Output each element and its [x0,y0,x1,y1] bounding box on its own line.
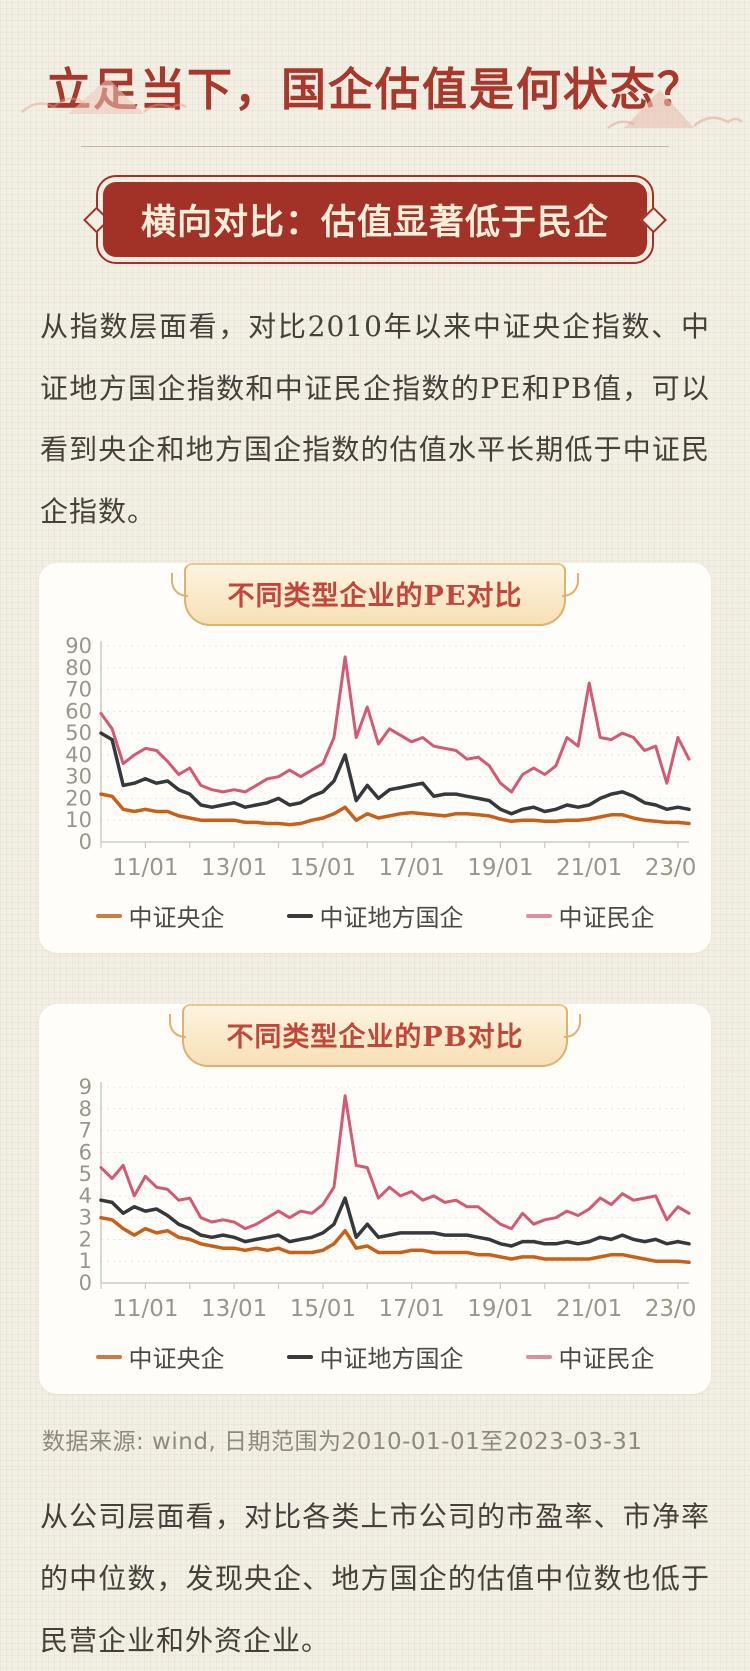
section-banner-label: 横向对比：估值显著低于民企 [102,182,647,258]
svg-text:5: 5 [79,1163,92,1187]
pe-chart-legend: 中证央企 中证地方国企 中证民企 [55,898,695,933]
legend-color-dash [525,1354,552,1359]
svg-text:60: 60 [65,700,92,724]
pe-chart-title-plaque: 不同类型企业的PE对比 [170,563,580,627]
svg-text:19/01: 19/01 [467,1296,533,1322]
section-banner-row: 横向对比：估值显著低于民企 [0,175,750,265]
svg-text:11/01: 11/01 [112,1296,178,1322]
legend-color-dash [95,1354,122,1359]
svg-text:40: 40 [65,743,92,767]
data-source-note: 数据来源: wind, 日期范围为2010-01-01至2023-03-31 [42,1429,643,1456]
svg-text:2: 2 [79,1228,92,1252]
svg-text:21/01: 21/01 [556,1296,622,1322]
closing-paragraph: 从公司层面看，对比各类上市公司的市盈率、市净率的中位数，发现央企、地方国企的估值… [40,1500,710,1657]
svg-text:6: 6 [79,1141,92,1165]
legend-item: 中证民企 [525,1339,655,1374]
svg-text:90: 90 [65,636,92,658]
svg-text:8: 8 [79,1097,92,1121]
svg-text:17/01: 17/01 [378,1296,444,1322]
title-underline [81,146,669,148]
svg-text:0: 0 [79,1271,92,1295]
svg-text:13/01: 13/01 [201,855,267,881]
svg-text:1: 1 [79,1250,92,1274]
svg-text:17/01: 17/01 [378,855,444,881]
svg-text:15/01: 15/01 [290,855,356,881]
svg-text:15/01: 15/01 [290,1296,356,1322]
svg-text:20: 20 [65,787,92,811]
legend-color-dash [95,913,122,918]
pe-chart-card: 不同类型企业的PE对比 0 10 20 30 40 50 60 70 80 90 11/01 13/0… [39,563,711,954]
pb-chart-legend: 中证央企 中证地方国企 中证民企 [55,1339,695,1374]
pe-chart-title: 不同类型企业的PE对比 [227,581,523,613]
svg-text:23/01: 23/01 [645,1296,695,1322]
svg-text:21/01: 21/01 [556,855,622,881]
intro-paragraph: 从指数层面看，对比2010年以来中证央企指数、中证地方国企指数和中证民企指数的P… [40,310,710,528]
legend-color-dash [525,913,552,918]
legend-item: 中证民企 [525,898,655,933]
pb-chart-title: 不同类型企业的PB对比 [226,1022,524,1054]
legend-item: 中证央企 [95,898,225,933]
svg-text:50: 50 [65,722,92,746]
pb-chart-card: 不同类型企业的PB对比 0 1 2 3 4 5 6 7 8 9 11/01 13/01 15/01 17/… [39,1004,711,1395]
cloud-mountain-decoration-left [21,78,187,114]
legend-label: 中证民企 [558,1345,655,1374]
svg-text:11/01: 11/01 [112,855,178,881]
pb-chart-title-plaque: 不同类型企业的PB对比 [169,1004,581,1068]
svg-text:30: 30 [65,765,92,789]
legend-label: 中证地方国企 [319,1345,464,1374]
page-title: 立足当下，国企估值是何状态？ [45,63,704,117]
legend-item: 中证地方国企 [286,898,464,933]
legend-label: 中证地方国企 [319,904,464,933]
svg-text:3: 3 [79,1206,92,1230]
svg-text:9: 9 [79,1077,92,1099]
svg-text:80: 80 [65,656,92,680]
svg-text:7: 7 [79,1119,92,1143]
legend-label: 中证央企 [128,1345,225,1374]
legend-item: 中证央企 [95,1339,225,1374]
cloud-mountain-decoration-right [607,90,743,129]
svg-text:10: 10 [65,809,92,833]
legend-label: 中证央企 [128,904,225,933]
header: 立足当下，国企估值是何状态？ [0,0,750,148]
svg-text:19/01: 19/01 [467,855,533,881]
legend-label: 中证民企 [558,904,655,933]
svg-text:70: 70 [65,678,92,702]
legend-color-dash [286,913,313,918]
svg-text:13/01: 13/01 [201,1296,267,1322]
legend-color-dash [286,1354,313,1359]
legend-item: 中证地方国企 [286,1339,464,1374]
svg-text:0: 0 [79,830,92,854]
svg-text:4: 4 [79,1184,92,1208]
section-banner: 横向对比：估值显著低于民企 [83,175,667,265]
svg-text:23/01: 23/01 [645,855,695,881]
